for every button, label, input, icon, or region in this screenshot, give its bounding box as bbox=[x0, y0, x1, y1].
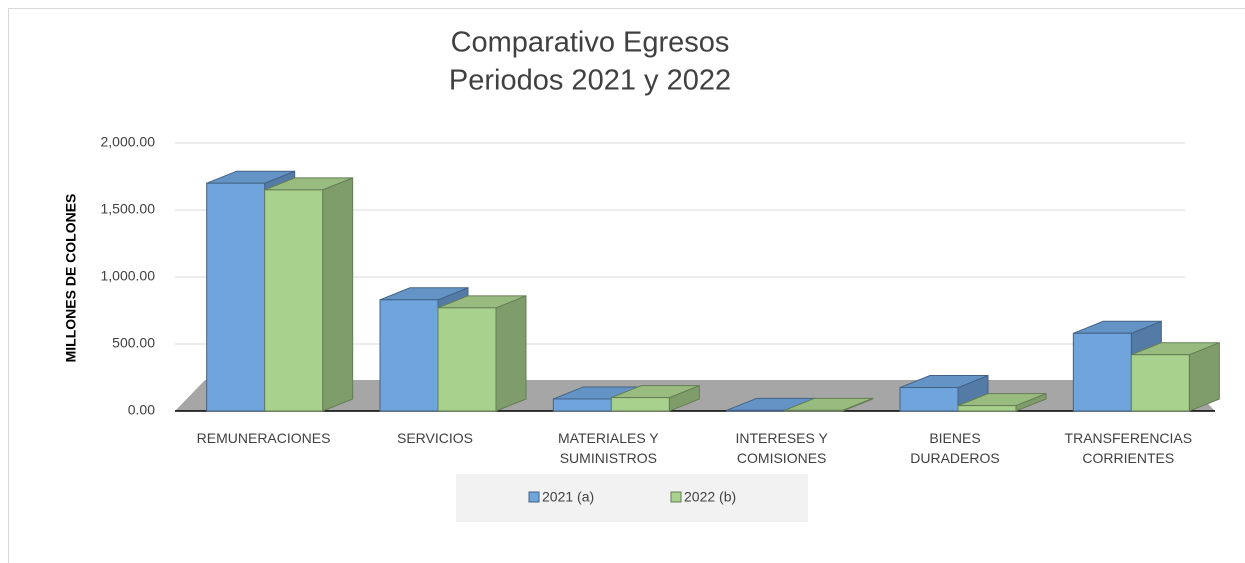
bar-group bbox=[1130, 341, 1220, 412]
x-tick-label: MATERIALES Y SUMINISTROS bbox=[558, 430, 659, 466]
legend-label: 2021 (a) bbox=[542, 489, 594, 505]
bar bbox=[206, 182, 266, 412]
bar bbox=[726, 409, 786, 412]
bar bbox=[957, 405, 1017, 412]
bar-group bbox=[437, 295, 527, 412]
legend-label: 2022 (b) bbox=[684, 489, 736, 505]
x-tick-label: BIENES DURADEROS bbox=[910, 430, 1000, 466]
bar bbox=[784, 409, 844, 412]
chart-subtitle: Periodos 2021 y 2022 bbox=[449, 65, 731, 97]
x-tick-label: INTERESES Y COMISIONES bbox=[735, 430, 828, 466]
bar bbox=[552, 398, 612, 412]
legend-swatch bbox=[528, 491, 540, 503]
y-axis-label: MILLONES DE COLONES bbox=[63, 194, 79, 363]
y-tick-label: 1,500.00 bbox=[101, 201, 156, 217]
y-tick-label: 0.00 bbox=[128, 402, 155, 418]
x-tick-label: SERVICIOS bbox=[397, 430, 473, 446]
bar bbox=[1072, 332, 1132, 412]
bar bbox=[610, 397, 670, 412]
legend-box bbox=[456, 474, 808, 522]
bar-group bbox=[264, 177, 354, 412]
bar bbox=[437, 307, 497, 412]
chart-title: Comparativo Egresos bbox=[451, 27, 730, 59]
bar bbox=[899, 387, 959, 412]
y-tick-label: 2,000.00 bbox=[101, 134, 156, 150]
legend-swatch bbox=[670, 491, 682, 503]
bar bbox=[264, 189, 324, 412]
bar-group bbox=[379, 287, 469, 412]
bar bbox=[1130, 354, 1190, 412]
chart-border bbox=[8, 8, 1245, 563]
x-tick-label: TRANSFERENCIAS CORRIENTES bbox=[1064, 430, 1193, 466]
y-tick-label: 500.00 bbox=[112, 335, 155, 351]
y-tick-label: 1,000.00 bbox=[101, 268, 156, 284]
x-tick-label: REMUNERACIONES bbox=[196, 430, 331, 446]
bar-group bbox=[957, 392, 1047, 412]
bar-group bbox=[610, 384, 700, 412]
bar bbox=[379, 299, 439, 412]
bar-group bbox=[784, 397, 874, 412]
bar-side bbox=[322, 177, 354, 412]
bar-side bbox=[495, 295, 527, 412]
